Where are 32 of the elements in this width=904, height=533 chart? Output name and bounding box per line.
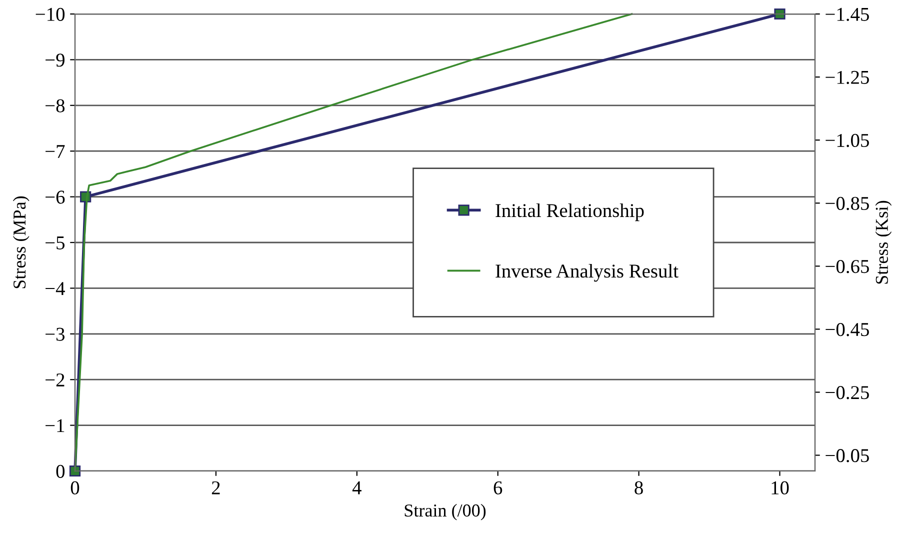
x-tick-label: 8 <box>634 481 643 494</box>
x-tick-label: 0 <box>70 481 80 494</box>
y-tick-label: −10 <box>36 8 65 21</box>
point <box>774 8 786 20</box>
y-tick-label: 0 <box>56 464 65 478</box>
y2-tick-label: −0.85 <box>826 196 869 210</box>
x-tick-label: 10 <box>772 481 789 494</box>
y-tick-label: −9 <box>46 54 64 67</box>
y2-tick-label: −0.45 <box>826 322 869 336</box>
y2-tick-label: −1.25 <box>826 70 869 84</box>
legend-label: Inverse Analysis Result <box>496 264 678 282</box>
y-axis-title: Stress (MPa) <box>12 196 30 288</box>
x-tick-label: 4 <box>352 481 362 494</box>
y2-tick-label: −0.65 <box>826 260 869 274</box>
y-tick-label: −4 <box>46 282 65 295</box>
x-axis-title: Strain (/00) <box>404 504 486 520</box>
y2-tick-label: −1.05 <box>826 134 869 148</box>
y2-tick-label: −0.25 <box>826 386 869 400</box>
y-tick-label: −1 <box>46 419 64 432</box>
y-tick-label: −3 <box>46 328 65 341</box>
y2-axis-title: Stress (Ksi) <box>875 200 892 284</box>
y-tick-label: −8 <box>46 99 65 112</box>
y2-tick-label: −0.05 <box>826 449 869 462</box>
x-tick-label: 2 <box>212 481 220 494</box>
x-tick-label: 6 <box>494 481 502 494</box>
y-tick-label: −5 <box>46 236 65 250</box>
y-tick-label: −7 <box>46 145 65 158</box>
point <box>69 465 81 477</box>
y-tick-label: −2 <box>46 373 64 386</box>
y2-tick-label: −1.45 <box>826 8 869 22</box>
y-tick-label: −6 <box>46 190 65 204</box>
legend-label: Initial Relationship <box>496 203 644 222</box>
